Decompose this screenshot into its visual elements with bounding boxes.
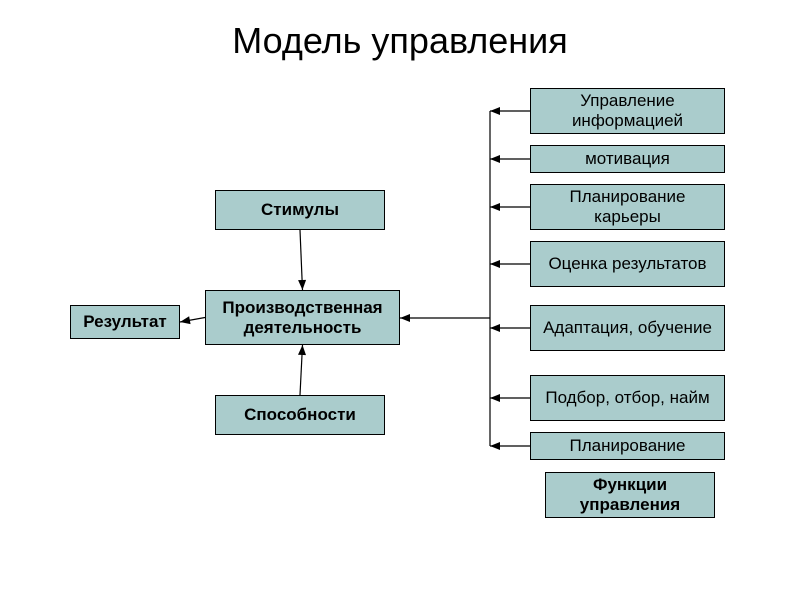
node-r6: Подбор, отбор, найм xyxy=(530,375,725,421)
node-r8: Функции управления xyxy=(545,472,715,518)
node-r5: Адаптация, обучение xyxy=(530,305,725,351)
node-r2: мотивация xyxy=(530,145,725,173)
node-prod: Производственная деятельность xyxy=(205,290,400,345)
diagram-canvas: Модель управления Результат Стимулы Произв… xyxy=(0,0,800,600)
node-r7: Планирование xyxy=(530,432,725,460)
diagram-title: Модель управления xyxy=(0,20,800,62)
node-stimuli: Стимулы xyxy=(215,190,385,230)
node-result: Результат xyxy=(70,305,180,339)
node-r4: Оценка результатов xyxy=(530,241,725,287)
node-r1: Управление информацией xyxy=(530,88,725,134)
node-r3: Планирование карьеры xyxy=(530,184,725,230)
node-abilities: Способности xyxy=(215,395,385,435)
